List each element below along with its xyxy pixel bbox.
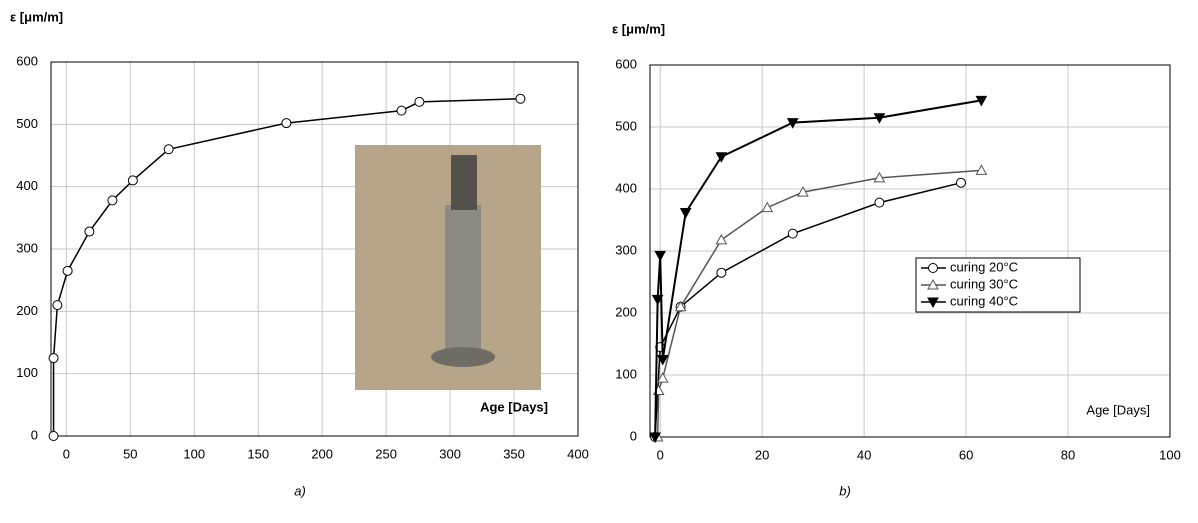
- point: [716, 267, 727, 278]
- point: [975, 95, 988, 107]
- point: [797, 186, 809, 197]
- x-tick-label: 40: [857, 447, 871, 462]
- point: [656, 372, 669, 383]
- point: [649, 432, 661, 444]
- caption: a): [294, 483, 306, 498]
- x-tick-label: 400: [567, 446, 589, 461]
- point: [281, 118, 292, 129]
- y-axis-title: ε [μm/m]: [612, 21, 665, 36]
- x-tick-label: 0: [63, 446, 70, 461]
- point: [656, 355, 669, 366]
- y-tick-label: 0: [31, 427, 38, 442]
- caption: b): [839, 483, 851, 498]
- x-tick-label: 350: [503, 446, 525, 461]
- point: [787, 228, 798, 239]
- x-tick-label: 250: [375, 446, 397, 461]
- x-axis-title: Age [Days]: [480, 399, 548, 414]
- y-tick-label: 500: [615, 118, 637, 133]
- point: [874, 197, 885, 208]
- point: [651, 294, 664, 306]
- y-tick-label: 100: [16, 365, 38, 380]
- photo-gauge: [451, 155, 477, 210]
- x-tick-label: 150: [247, 446, 269, 461]
- x-axis-title: Age [Days]: [1086, 402, 1150, 417]
- point: [52, 300, 63, 311]
- point: [761, 201, 774, 213]
- photo-specimen: [445, 205, 481, 355]
- point: [674, 300, 687, 312]
- x-tick-label: 200: [311, 446, 333, 461]
- point: [414, 96, 425, 107]
- y-tick-label: 400: [615, 180, 637, 195]
- x-tick-label: 80: [1061, 447, 1075, 462]
- legend-marker: [928, 263, 938, 273]
- x-tick-label: 0: [657, 447, 664, 462]
- point: [975, 164, 988, 175]
- y-tick-label: 600: [615, 56, 637, 71]
- legend-label: curing 40°C: [950, 293, 1018, 308]
- y-tick-label: 100: [615, 366, 637, 381]
- y-tick-label: 0: [630, 428, 637, 443]
- y-tick-label: 200: [615, 304, 637, 319]
- y-tick-label: 600: [16, 53, 38, 68]
- x-tick-label: 20: [755, 447, 769, 462]
- point: [715, 152, 728, 163]
- point: [955, 177, 966, 188]
- x-tick-label: 100: [183, 446, 205, 461]
- plot-frame: [649, 64, 1171, 438]
- point: [163, 144, 174, 155]
- point: [127, 175, 138, 186]
- legend-marker: [927, 278, 939, 290]
- point: [515, 93, 526, 104]
- y-tick-label: 400: [16, 178, 38, 193]
- point: [715, 233, 728, 245]
- point: [679, 208, 692, 219]
- x-tick-label: 60: [959, 447, 973, 462]
- point: [84, 226, 95, 237]
- plot-frame: [50, 61, 579, 437]
- y-tick-label: 500: [16, 116, 38, 131]
- point: [62, 265, 73, 276]
- point: [654, 250, 667, 262]
- x-tick-label: 300: [439, 446, 461, 461]
- y-axis-title: ε [μm/m]: [10, 9, 63, 24]
- y-tick-label: 300: [615, 242, 637, 257]
- point: [873, 171, 886, 183]
- point: [48, 431, 59, 441]
- legend-label: curing 30°C: [950, 276, 1018, 291]
- y-tick-label: 200: [16, 303, 38, 318]
- point: [107, 195, 118, 206]
- point: [48, 353, 59, 364]
- point: [396, 105, 407, 116]
- y-tick-label: 300: [16, 240, 38, 255]
- x-tick-label: 50: [123, 446, 137, 461]
- photo-base: [431, 347, 495, 367]
- legend-marker: [927, 297, 939, 309]
- legend-label: curing 20°C: [950, 259, 1018, 274]
- x-tick-label: 100: [1159, 447, 1181, 462]
- point: [873, 113, 886, 124]
- point: [786, 118, 799, 129]
